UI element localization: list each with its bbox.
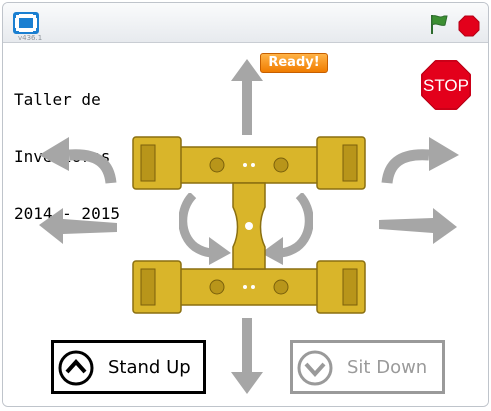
rotate-right-arrow-icon[interactable] — [259, 193, 313, 265]
sit-down-button[interactable]: Sit Down — [290, 340, 445, 394]
stage-window: v436.1 Taller de Inventores 2014 - 2015 … — [2, 2, 489, 407]
robot-top-view — [132, 136, 366, 314]
backward-arrow-icon[interactable] — [231, 318, 263, 394]
fullscreen-icon[interactable] — [13, 12, 39, 34]
ready-badge: Ready! — [260, 53, 328, 73]
stage-titlebar: v436.1 — [3, 3, 488, 43]
stage-canvas[interactable]: Taller de Inventores 2014 - 2015 Ready! … — [3, 43, 488, 406]
stand-up-button[interactable]: Stand Up — [51, 340, 206, 394]
chevron-up-icon — [58, 350, 94, 386]
sit-down-label: Sit Down — [347, 357, 428, 378]
turn-left-arrow-icon[interactable] — [39, 137, 119, 187]
stand-up-label: Stand Up — [108, 357, 191, 378]
stop-sign-label: STOP — [423, 76, 469, 95]
title-line-1: Taller de — [14, 90, 101, 109]
title-line-3: 2014 - 2015 — [14, 204, 120, 223]
title-text: Taller de Inventores 2014 - 2015 — [14, 52, 120, 261]
turn-right-arrow-icon[interactable] — [379, 137, 459, 187]
strafe-right-arrow-icon[interactable] — [379, 208, 457, 244]
stop-icon[interactable] — [458, 15, 480, 37]
forward-arrow-icon[interactable] — [231, 59, 263, 135]
green-flag-icon[interactable] — [428, 13, 450, 35]
stop-sign-button[interactable]: STOP — [419, 58, 473, 112]
rotate-left-arrow-icon[interactable] — [179, 193, 233, 265]
chevron-down-icon — [297, 350, 333, 386]
strafe-left-arrow-icon[interactable] — [39, 208, 117, 244]
version-label: v436.1 — [18, 34, 43, 42]
